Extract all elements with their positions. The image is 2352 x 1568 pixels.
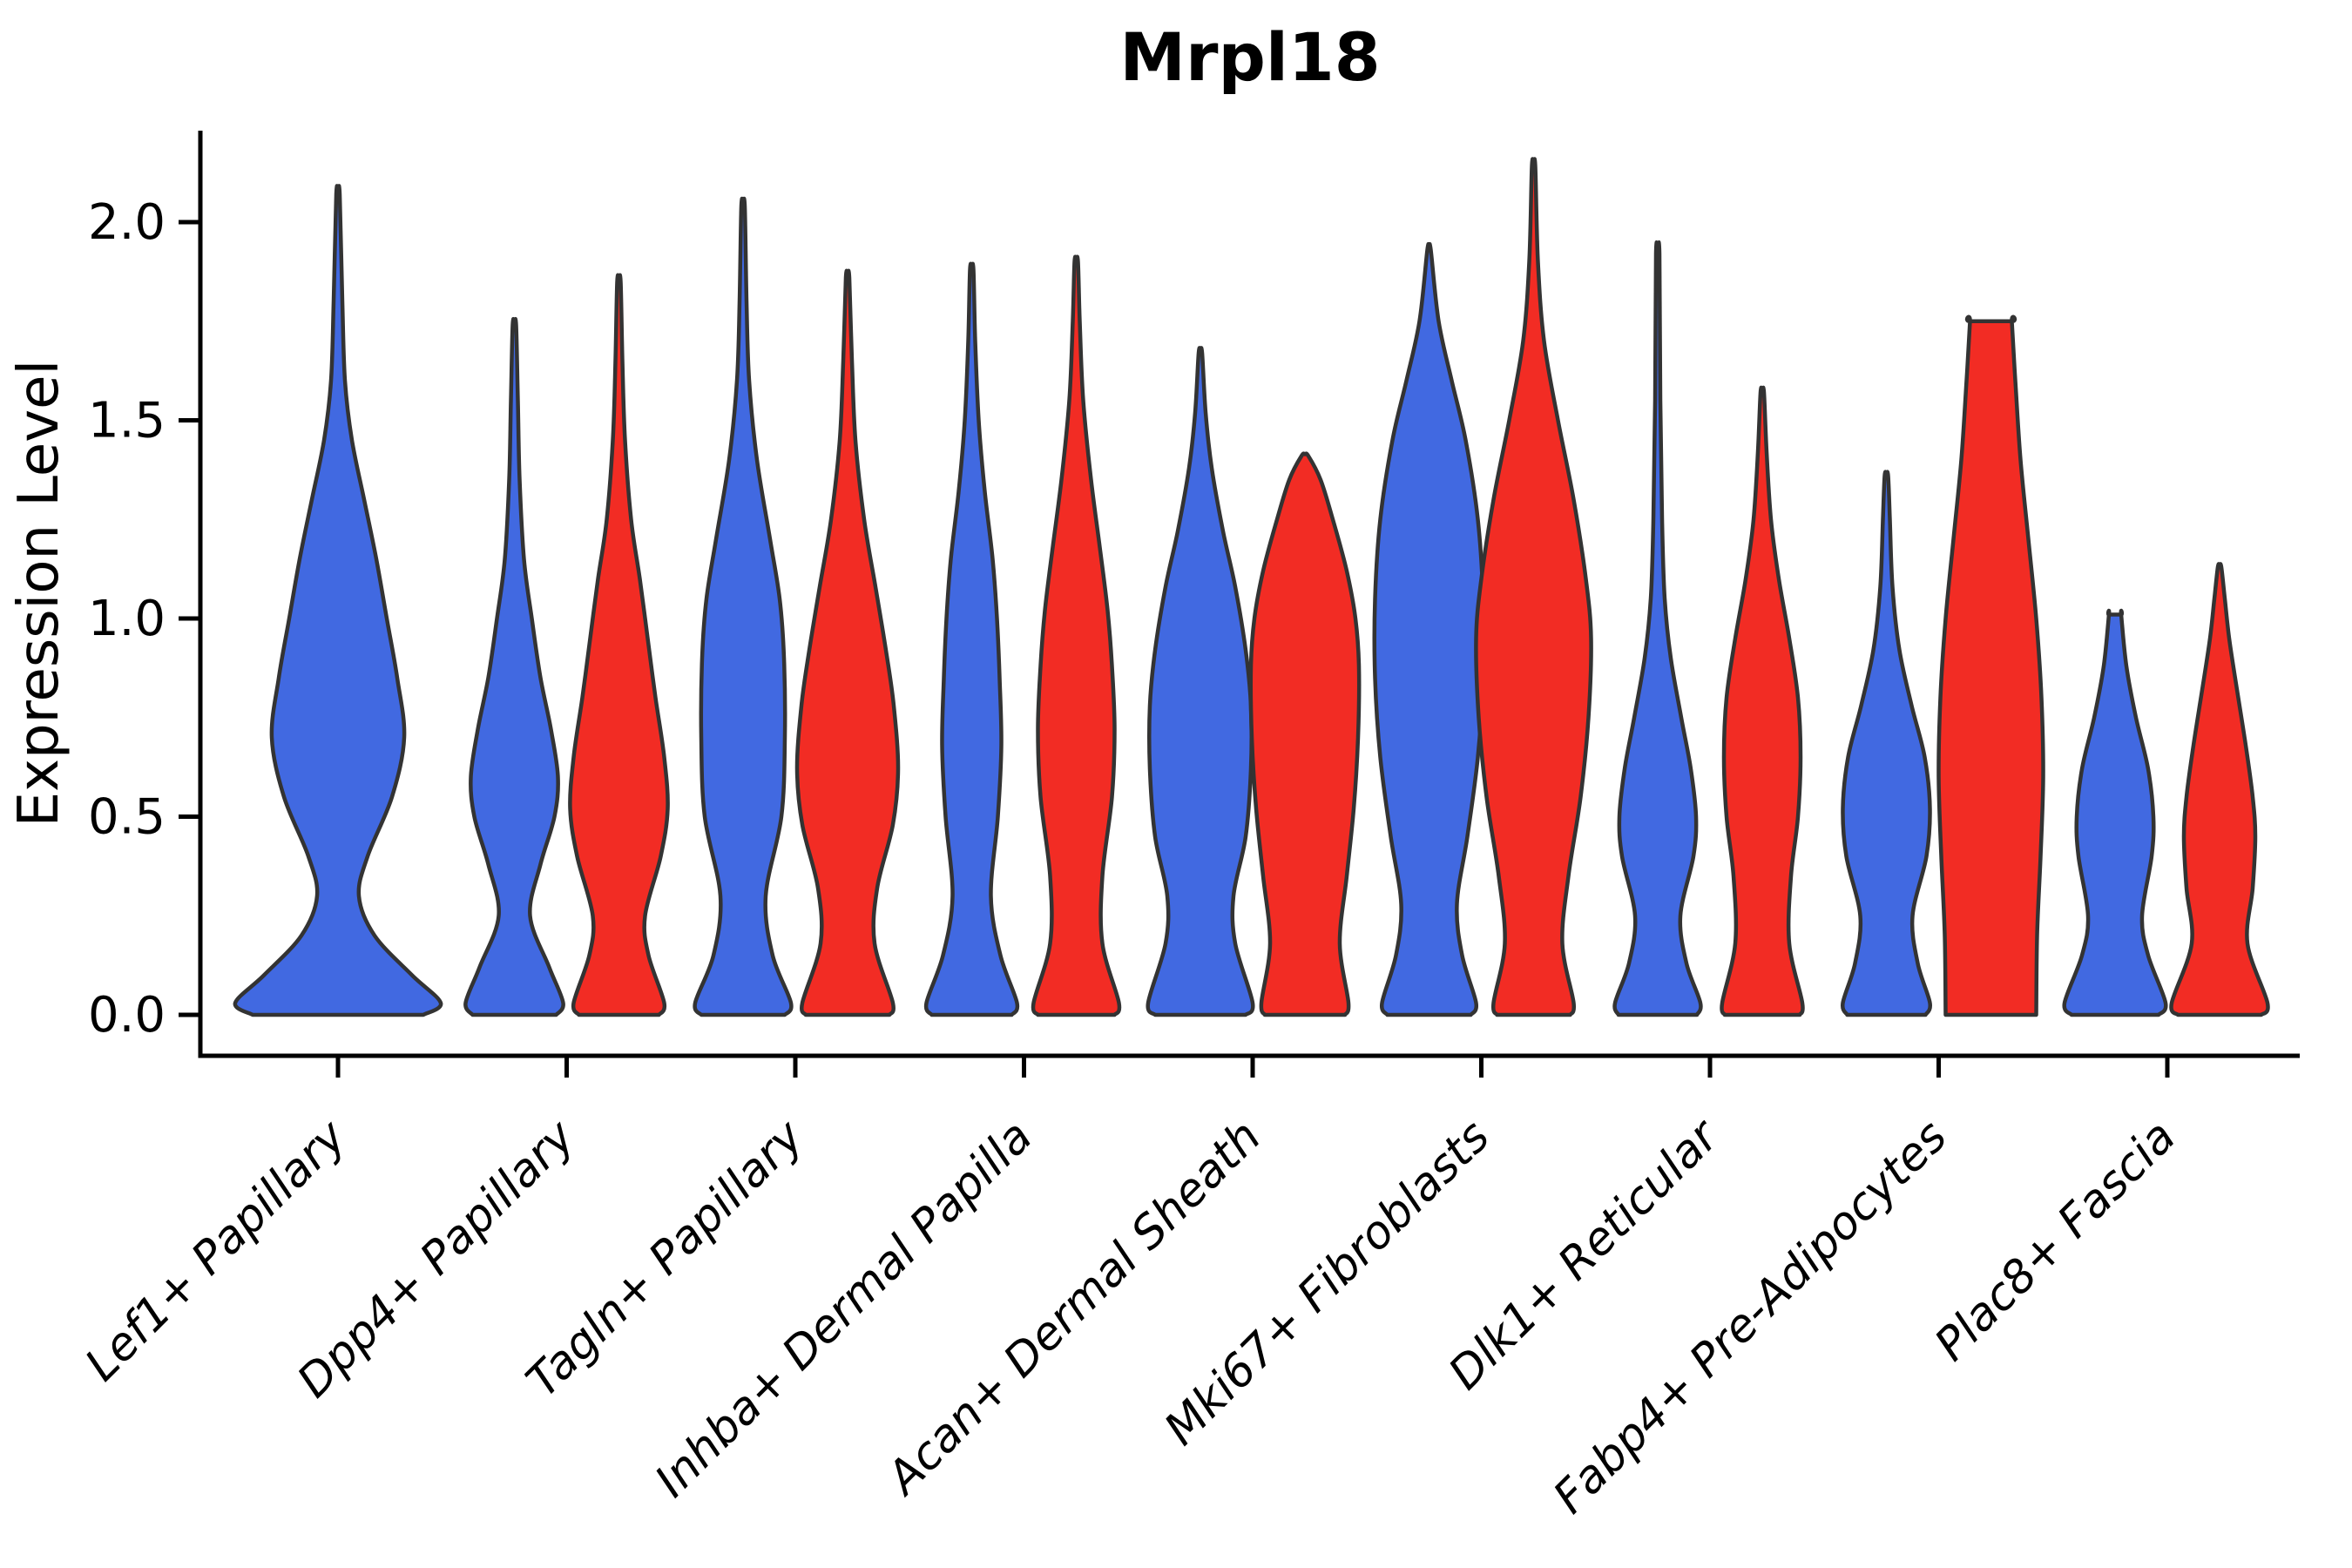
violin-plac8-red [2169,562,2270,1017]
violin-dpp4-blue [463,316,565,1017]
violin-acan-red [1248,451,1362,1017]
violin-acan-blue [1146,346,1255,1017]
y-tick-label: 1.0 [88,591,166,647]
y-tick-label: 1.5 [88,393,166,449]
x-tick-label: Plac8+ Fascia [1925,1111,2186,1371]
x-tick-label: Acan+ Dermal Sheath [875,1111,1271,1506]
y-tick-label: 0.5 [88,789,166,846]
violins-layer [233,157,2270,1017]
y-axis-label: Expression Level [7,360,71,828]
chart-title: Mrpl18 [1119,18,1380,96]
violin-inhba-red [1031,254,1122,1017]
x-tick-label: Fabp4+ Pre-Adipocytes [1544,1111,1957,1524]
x-tick-label: Inhba+ Dermal Papilla [645,1111,1043,1508]
violin-plac8-blue [2062,608,2168,1017]
violin-fabp4-blue [1841,470,1932,1017]
violin-inhba-blue [923,261,1020,1017]
violin-lef1-blue [233,184,443,1017]
violin-dlk1-blue [1612,240,1703,1017]
violin-tagln-blue [693,196,794,1017]
violin-dpp4-red [568,273,670,1017]
y-tick-label: 0.0 [88,987,166,1044]
violin-fabp4-red [1936,314,2045,1017]
y-tick-labels: 0.0 0.5 1.0 1.5 2.0 [88,194,200,1044]
axis-spines [198,131,2300,1058]
violin-tagln-red [794,268,901,1017]
violin-dlk1-red [1720,385,1805,1017]
violin-mki67-red [1474,157,1593,1017]
axes [198,131,2300,1058]
violin-mki67-blue [1372,241,1486,1017]
y-tick-label: 2.0 [88,194,166,251]
